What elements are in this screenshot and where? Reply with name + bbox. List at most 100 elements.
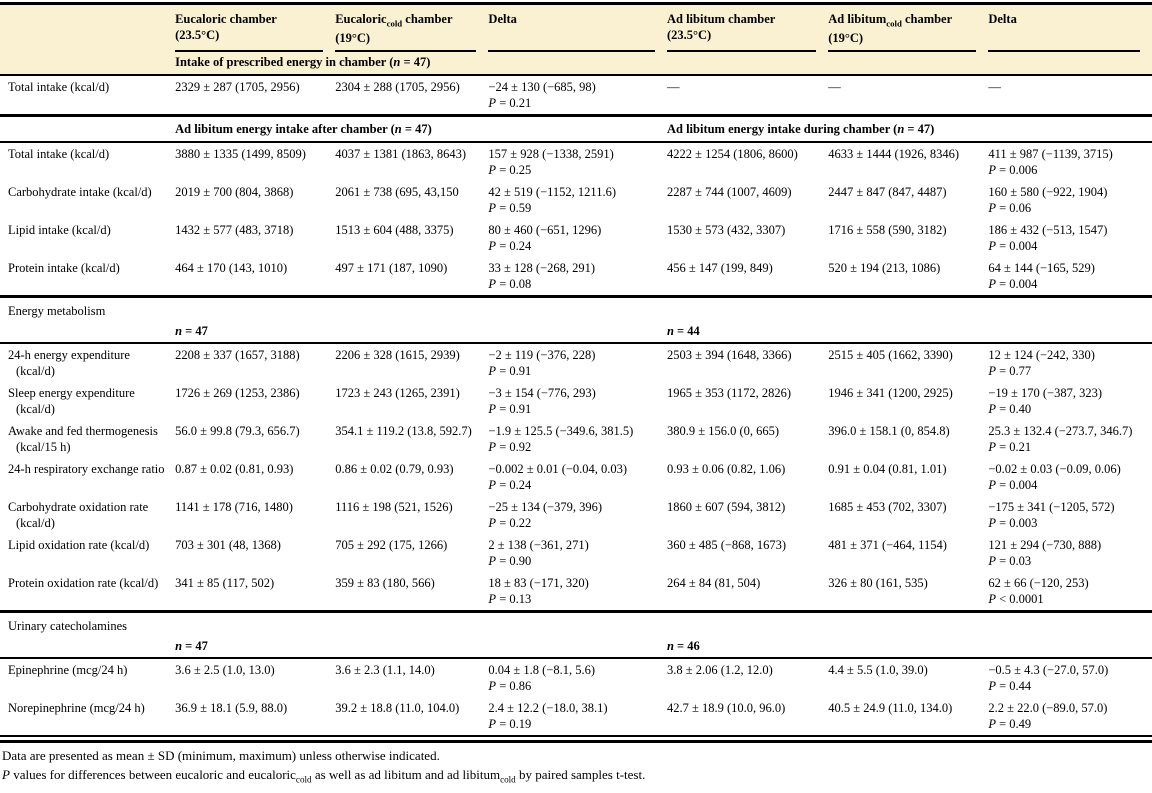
value-cell: 1726 ± 269 (1253, 2386) (175, 386, 300, 400)
column-header-text: Delta (488, 11, 655, 52)
column-title: Delta (988, 12, 1017, 26)
column-title: Ad libitum chamber (666, 12, 776, 26)
n-spacer (488, 320, 667, 344)
value-cell: 4.4 ± 5.5 (1.0, 39.0) (828, 663, 928, 677)
column-header-text: Eucaloric chamber (23.5°C) (175, 11, 324, 52)
value-cell: 0.87 ± 0.02 (0.81, 0.93) (175, 462, 294, 476)
delta-cell: 25.3 ± 132.4 (−273.7, 346.7) P = 0.21 (988, 420, 1152, 458)
p-value: P = 0.19 (488, 717, 532, 731)
delta-cell: −175 ± 341 (−1205, 572) P = 0.003 (988, 496, 1152, 534)
delta-cell: −0.02 ± 0.03 (−0.09, 0.06) P = 0.004 (988, 458, 1152, 496)
delta-value: −19 ± 170 (−387, 323) (988, 386, 1103, 400)
delta-cell: 0.04 ± 1.8 (−8.1, 5.6) P = 0.86 (488, 658, 667, 697)
p-value: P = 0.004 (988, 277, 1038, 291)
p-value: P = 0.24 (488, 478, 532, 492)
delta-value: −0.02 ± 0.03 (−0.09, 0.06) (988, 462, 1121, 476)
value-cell: 3.6 ± 2.5 (1.0, 13.0) (175, 663, 275, 677)
value-cell: 396.0 ± 158.1 (0, 854.8) (828, 424, 950, 438)
delta-cell: 2 ± 138 (−361, 271) P = 0.90 (488, 534, 667, 572)
delta-value: 64 ± 144 (−165, 529) (988, 261, 1095, 275)
delta-value: −0.5 ± 4.3 (−27.0, 57.0) (988, 663, 1109, 677)
p-value: P = 0.06 (988, 201, 1032, 215)
value-cell: 360 ± 485 (−868, 1673) (666, 538, 787, 552)
delta-value: 160 ± 580 (−922, 1904) (988, 185, 1108, 199)
section-title-energy-metabolism: Energy metabolism (8, 304, 106, 318)
column-temperature: (19°C) (335, 30, 371, 45)
value-cell: 1141 ± 178 (716, 1480) (175, 500, 293, 514)
value-cell: 56.0 ± 99.8 (79.3, 656.7) (175, 424, 300, 438)
value-cell: 456 ± 147 (199, 849) (666, 257, 829, 298)
delta-cell: 42 ± 519 (−1152, 1211.6) P = 0.59 (488, 181, 667, 219)
value-cell: 3880 ± 1335 (1499, 8509) (175, 147, 306, 161)
table-bottom-rule (0, 735, 1152, 743)
delta-value: 12 ± 124 (−242, 330) (988, 348, 1095, 362)
value-cell: 2329 ± 287 (1705, 2956) (175, 75, 336, 117)
n-spacer (335, 635, 489, 659)
delta-cell: 2.4 ± 12.2 (−18.0, 38.1) P = 0.19 (488, 697, 667, 735)
delta-value: 411 ± 987 (−1139, 3715) (988, 147, 1113, 161)
subheader-row: Ad libitum energy intake after chamber (… (0, 115, 1152, 143)
delta-value: −2 ± 119 (−376, 228) (488, 348, 596, 362)
table-row: Total intake (kcal/d) 2329 ± 287 (1705, 2… (0, 75, 1152, 117)
n-spacer (0, 635, 176, 659)
table-body: Total intake (kcal/d) 2329 ± 287 (1705, 2… (0, 75, 1152, 735)
p-value: P = 0.003 (988, 516, 1038, 530)
p-value: P = 0.44 (988, 679, 1032, 693)
column-title: Eucaloric chamber (175, 12, 277, 26)
n-spacer (988, 635, 1152, 659)
subheader-right: Ad libitum energy intake during chamber … (666, 115, 1152, 143)
p-value: P = 0.13 (488, 592, 532, 606)
value-cell: 3.6 ± 2.3 (1.1, 14.0) (335, 663, 435, 677)
value-cell: 2019 ± 700 (804, 3868) (175, 185, 294, 199)
value-cell: 1860 ± 607 (594, 3812) (666, 500, 786, 514)
delta-value: −175 ± 341 (−1205, 572) (988, 500, 1115, 514)
delta-cell: 186 ± 432 (−513, 1547) P = 0.004 (988, 219, 1152, 257)
n-spacer (988, 320, 1152, 344)
delta-cell: −2 ± 119 (−376, 228) P = 0.91 (488, 343, 667, 382)
row-label: Total intake (kcal/d) (0, 75, 176, 117)
value-cell: 464 ± 170 (143, 1010) (175, 257, 336, 298)
delta-value: 121 ± 294 (−730, 888) (988, 538, 1102, 552)
n-spacer (0, 320, 176, 344)
table-row: Total intake (kcal/d) 3880 ± 1335 (1499, … (0, 142, 1152, 181)
column-title: Ad libitumcold chamber (828, 12, 953, 29)
n-spacer (335, 320, 489, 344)
n-spacer (828, 320, 989, 344)
delta-value: 2 ± 138 (−361, 271) (488, 538, 589, 552)
table-row: Carbohydrate intake (kcal/d) 2019 ± 700 (… (0, 181, 1152, 219)
subheader-spacer (0, 115, 176, 143)
column-header-eucaloric: Eucaloric chamber (23.5°C) (175, 4, 335, 52)
value-cell: 1723 ± 243 (1265, 2391) (335, 386, 460, 400)
value-cell: 1116 ± 198 (521, 1526) (335, 500, 453, 514)
value-cell: — (988, 75, 1152, 117)
sample-size-left: n = 47 (175, 635, 336, 659)
value-cell: 2515 ± 405 (1662, 3390) (828, 348, 953, 362)
column-header-eucaloric-cold: Eucaloriccold chamber (19°C) (335, 4, 488, 52)
row-label: Protein intake (kcal/d) (0, 257, 176, 298)
p-value: P = 0.08 (488, 277, 532, 291)
footnote-p-values: P values for differences between eucalor… (2, 766, 646, 785)
value-cell: 2287 ± 744 (1007, 4609) (666, 185, 792, 199)
value-cell: 2503 ± 394 (1648, 3366) (666, 348, 792, 362)
row-label: Total intake (kcal/d) (8, 147, 110, 161)
table-row: Lipid oxidation rate (kcal/d) 703 ± 301 (… (0, 534, 1152, 572)
p-value: P = 0.59 (488, 201, 532, 215)
prescribed-note: Intake of prescribed energy in chamber (… (175, 55, 431, 69)
value-cell: 1716 ± 558 (590, 3182) (828, 223, 947, 237)
value-cell: 497 ± 171 (187, 1090) (335, 257, 489, 298)
row-label: Epinephrine (mcg/24 h) (8, 663, 128, 677)
p-value: P = 0.77 (988, 364, 1032, 378)
delta-cell: −24 ± 130 (−685, 98) P = 0.21 (488, 75, 667, 117)
delta-cell: −19 ± 170 (−387, 323) P = 0.40 (988, 382, 1152, 420)
delta-value: 80 ± 460 (−651, 1296) (488, 223, 602, 237)
value-cell: 40.5 ± 24.9 (11.0, 134.0) (828, 701, 953, 715)
delta-value: 42 ± 519 (−1152, 1211.6) (488, 185, 616, 199)
row-label: 24-h respiratory exchange ratio (8, 462, 165, 476)
table-row: 24-h respiratory exchange ratio 0.87 ± 0.… (0, 458, 1152, 496)
value-cell: 2061 ± 738 (695, 43,150 (335, 185, 459, 199)
p-value: P = 0.91 (488, 402, 532, 416)
column-header-delta-left: Delta (488, 4, 667, 52)
value-cell: 1530 ± 573 (432, 3307) (666, 223, 786, 237)
delta-cell: −0.002 ± 0.01 (−0.04, 0.03) P = 0.24 (488, 458, 667, 496)
